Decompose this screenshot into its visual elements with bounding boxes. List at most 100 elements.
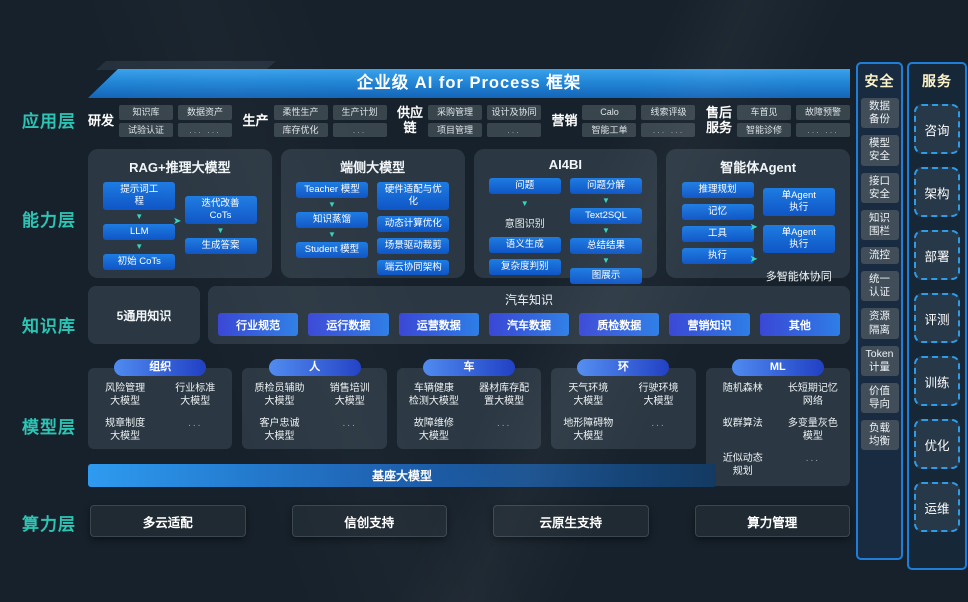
flow-pill: Text2SQL — [570, 207, 642, 224]
model-group-box: 人质检员辅助 大模型 销售培训 大模型 客户忠诚 大模型... — [242, 359, 387, 449]
model-grid: 天气环境 大模型 行驶环境 大模型 地形障碍物 大模型... — [554, 382, 692, 443]
model-item: 行驶环境 大模型 — [638, 383, 679, 407]
model-item: 销售培训 大模型 — [329, 383, 370, 407]
model-grid: 质检员辅助 大模型 销售培训 大模型 客户忠诚 大模型... — [245, 382, 383, 443]
flow-pill: 单Agent 执行 — [762, 224, 835, 253]
model-item: ... — [496, 418, 512, 429]
capability-box-title: 智能体Agent — [720, 160, 797, 175]
flow-pill: 问题 — [488, 178, 561, 194]
flow-column: Teacher 模型 ▼ 知识蒸馏 ▼ Student 模型 — [296, 182, 368, 275]
model-item: 随机森林 — [722, 383, 763, 394]
flow-pill: 硬件适配与优 化 — [377, 182, 450, 210]
app-chip: ... ... — [641, 122, 696, 138]
capability-layer-row: RAG+推理大模型 提示词工 程 ▼ LLM ▼ 初始 CoTs 迭代改善 CoTs ▼ 生成答… — [88, 149, 850, 284]
flow-column: 单Agent 执行 单Agent 执行多智能体协同 — [762, 182, 835, 284]
flow-text: 意图识别 — [504, 218, 545, 230]
flow-pill: 初始 CoTs — [103, 253, 176, 270]
auto-knowledge-pills: 行业规范 运行数据 运营数据 汽车数据 质检数据 营销知识 其他 — [218, 313, 840, 336]
flow-pill: 知识蒸馏 — [296, 211, 368, 228]
arrow-down-icon: ▼ — [328, 229, 336, 239]
flow-pill: 问题分解 — [570, 178, 642, 194]
service-chip: 架构 — [914, 167, 960, 217]
banner-decoration — [96, 61, 276, 70]
knowledge-pill: 运行数据 — [308, 313, 389, 336]
flow-pill: 语义生成 — [488, 236, 561, 253]
flow-pill: 提示词工 程 — [103, 182, 176, 210]
app-chip: 车首见 — [736, 104, 791, 120]
app-chip: 设计及协同 — [486, 104, 541, 120]
app-chip-column: 故障预警 ... ... — [795, 104, 850, 138]
general-knowledge-box: 5通用知识 — [88, 286, 200, 344]
flow-pill: 单Agent 执行 — [762, 188, 835, 216]
knowledge-pill: 营销知识 — [669, 313, 750, 336]
app-chip-column: 生产计划... — [332, 104, 387, 138]
arrow-down-icon: ▼ — [602, 195, 610, 205]
arrow-down-icon: ▼ — [328, 199, 336, 209]
foundation-model-bar: 基座大模型 — [88, 464, 716, 487]
multi-agent-caption: 多智能体协同 — [765, 270, 832, 283]
compute-button: 算力管理 — [694, 505, 850, 537]
flow-column: 问题 ▼ 意图识别语义生成复杂度判别 — [488, 178, 561, 284]
compute-layer-row: 多云适配 信创支持 云原生支持 算力管理 — [90, 505, 850, 537]
flow-pill: LLM — [103, 223, 176, 240]
flow-pill: 复杂度判别 — [488, 258, 561, 275]
model-item: 多变量灰色 模型 — [787, 418, 838, 442]
model-group-header: 人 — [268, 359, 361, 376]
knowledge-pill: 行业规范 — [218, 313, 299, 336]
arrow-right-icon: ➤ — [749, 254, 758, 265]
app-group: 营销 Calo 智能工单 线索评级 ... ... — [551, 104, 696, 138]
model-group-box: 环天气环境 大模型 行驶环境 大模型 地形障碍物 大模型... — [551, 359, 696, 449]
model-grid: 随机森林 长短期记忆 网络 蚁群算法 多变量灰色 模型 近似动态 规划... — [709, 382, 847, 478]
app-chip: 库存优化 — [273, 122, 328, 138]
flow-pill: 生成答案 — [184, 237, 257, 254]
service-chip: 运维 — [914, 482, 960, 532]
app-chip-column: 采购管理 项目管理 — [427, 104, 482, 138]
layer-label: 知识库 — [22, 317, 76, 336]
app-chip: 生产计划 — [332, 104, 387, 120]
layer-label: 模型层 — [22, 418, 76, 437]
compute-button: 多云适配 — [90, 505, 246, 537]
flow-pill: 图展示 — [570, 267, 642, 284]
model-item: ... — [651, 418, 666, 429]
capability-flow: 问题 ▼ 意图识别 语义生成 复杂度判别 问题分解 ▼ Text2SQL ▼ 总结结果 ▼ 图展示 — [480, 178, 652, 284]
model-item: ... — [342, 418, 357, 429]
model-group-header: ML — [731, 359, 824, 376]
service-column: 服务 咨询 架构 部署 评测 训练 优化 运维 — [907, 62, 967, 570]
security-chip: 统一 认证 — [860, 271, 899, 302]
app-chip: 采购管理 — [427, 104, 482, 120]
knowledge-pill: 运营数据 — [398, 313, 479, 336]
compute-button: 信创支持 — [291, 505, 447, 537]
model-item: 行业标准 大模型 — [175, 383, 216, 407]
model-item: 地形障碍物 大模型 — [563, 418, 614, 442]
capability-box-title: RAG+推理大模型 — [129, 160, 231, 175]
model-layer-row: 组织 风险管理 大模型 行业标准 大模型 规章制度 大模型... 人质检员辅助 大模型销… — [88, 359, 851, 486]
app-chip: 智能工单 — [582, 122, 637, 138]
app-group-label: 研发 — [88, 112, 115, 128]
app-chip: ... ... — [178, 122, 233, 138]
flow-pill: 场景驱动裁剪 — [377, 237, 450, 254]
model-group-box: 车车辆健康 检测大模型 器材库存配 置大模型 故障维修 大模型... — [396, 359, 542, 449]
model-item: ... — [188, 418, 203, 429]
model-item: 器材库存配 置大模型 — [479, 383, 530, 407]
model-item: 故障维修 大模型 — [413, 418, 454, 442]
service-items: 咨询 架构 部署 评测 训练 优化 运维 — [914, 104, 960, 532]
arrow-down-icon: ▼ — [520, 198, 529, 208]
security-chip: 价值 导向 — [860, 382, 899, 414]
security-chip: 模型 安全 — [860, 135, 899, 166]
capability-box-title: AI4BI — [548, 157, 582, 172]
flow-pill: 工具 — [681, 225, 754, 242]
knowledge-pill: 质检数据 — [579, 313, 660, 336]
app-group-label: 供应 链 — [396, 105, 423, 135]
capability-flow: 推理规划 记忆 工具 执行 单Agent 执行 单Agent 执行 多智能体协同 ➤ ➤ — [672, 182, 844, 284]
arrow-down-icon: ▼ — [602, 255, 610, 265]
security-chip: 流控 — [860, 247, 899, 265]
model-item: 客户忠诚 大模型 — [259, 418, 300, 442]
app-group: 生产 柔性生产 库存优化 生产计划... — [242, 104, 387, 138]
app-chip-column: 线索评级 ... ... — [641, 104, 696, 138]
arrow-down-icon: ▼ — [216, 225, 225, 235]
service-chip: 优化 — [914, 419, 960, 469]
knowledge-pill: 汽车数据 — [488, 313, 570, 336]
flow-pill: 推理规划 — [681, 182, 754, 198]
security-column-title: 安全 — [864, 73, 895, 89]
app-chip-column: 车首见 智能诊修 — [736, 104, 791, 138]
